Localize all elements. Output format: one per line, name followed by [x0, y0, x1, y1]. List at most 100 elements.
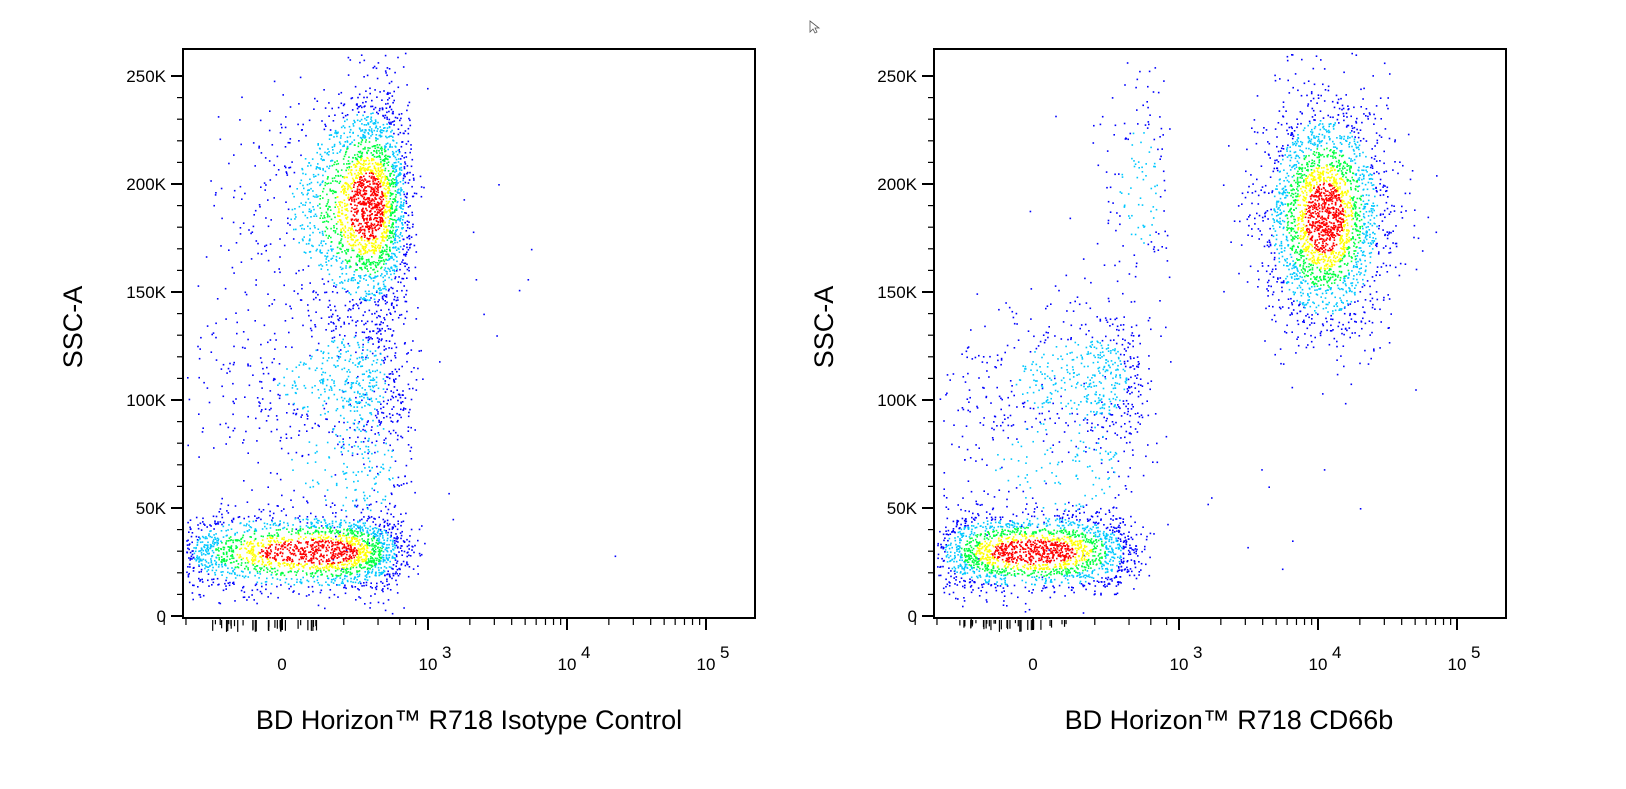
- data-point: [376, 337, 379, 339]
- data-point: [306, 500, 308, 502]
- data-point: [308, 594, 310, 596]
- data-point: [281, 126, 283, 129]
- data-point: [283, 561, 285, 564]
- data-point: [269, 541, 271, 543]
- data-point: [333, 578, 335, 580]
- data-point: [253, 533, 256, 535]
- data-point: [260, 542, 263, 544]
- data-point: [270, 583, 273, 585]
- data-point: [356, 579, 358, 581]
- data-point: [201, 541, 204, 543]
- data-point: [324, 107, 327, 109]
- data-point: [397, 281, 400, 283]
- data-point: [308, 441, 311, 443]
- data-point: [373, 150, 375, 152]
- data-point: [229, 562, 232, 564]
- data-point: [344, 205, 346, 207]
- data-point: [269, 339, 272, 341]
- data-point: [220, 560, 222, 563]
- data-point: [300, 299, 303, 301]
- data-point: [381, 208, 383, 210]
- data-point: [353, 231, 355, 234]
- data-point: [203, 381, 205, 384]
- data-point: [399, 194, 402, 196]
- data-point: [322, 536, 325, 539]
- data-point: [319, 217, 321, 219]
- data-point: [189, 557, 192, 560]
- data-point: [339, 561, 342, 563]
- data-point: [372, 370, 374, 372]
- data-point: [371, 552, 373, 555]
- data-point: [286, 393, 289, 396]
- data-point: [328, 299, 331, 302]
- data-point: [390, 179, 393, 181]
- data-point: [406, 193, 408, 196]
- data-point: [382, 283, 385, 286]
- data-point: [238, 539, 241, 542]
- data-point: [302, 407, 304, 410]
- data-point: [207, 573, 210, 575]
- data-point: [305, 201, 307, 204]
- data-point: [356, 158, 358, 160]
- data-point: [340, 509, 343, 511]
- data-point: [338, 215, 341, 217]
- data-point: [345, 587, 347, 590]
- data-point: [250, 258, 253, 260]
- data-point: [380, 266, 383, 269]
- data-point: [268, 544, 271, 546]
- data-point: [399, 168, 401, 171]
- data-point: [267, 293, 269, 295]
- data-point: [392, 139, 394, 142]
- data-point: [263, 522, 266, 525]
- data-point: [360, 155, 362, 158]
- data-point: [357, 558, 360, 561]
- data-point: [222, 571, 224, 573]
- data-point: [385, 230, 388, 232]
- data-point: [256, 588, 259, 591]
- data-point: [355, 331, 357, 334]
- data-point: [365, 527, 367, 529]
- data-point: [393, 307, 395, 309]
- data-point: [391, 335, 393, 337]
- data-point: [333, 225, 335, 227]
- data-point: [347, 147, 349, 150]
- data-point: [269, 524, 272, 526]
- data-point: [332, 313, 334, 316]
- data-point: [385, 554, 388, 556]
- data-point: [362, 261, 365, 264]
- data-point: [254, 565, 256, 568]
- data-point: [349, 131, 351, 134]
- data-point: [321, 230, 324, 233]
- data-point: [251, 559, 253, 561]
- data-point: [292, 560, 294, 562]
- data-point: [206, 387, 209, 389]
- data-point: [282, 527, 284, 530]
- data-point: [265, 583, 267, 586]
- data-point: [258, 405, 261, 407]
- data-point: [318, 533, 320, 536]
- data-point: [215, 359, 218, 361]
- data-point: [403, 550, 406, 553]
- data-point: [336, 260, 338, 262]
- data-point: [225, 588, 227, 590]
- data-point: [346, 208, 348, 210]
- data-point: [398, 167, 401, 170]
- data-point: [393, 380, 395, 382]
- data-point: [400, 537, 402, 540]
- data-point: [220, 245, 222, 247]
- data-point: [193, 547, 195, 549]
- data-point: [379, 186, 381, 188]
- data-point: [292, 238, 295, 240]
- data-point: [218, 602, 220, 604]
- data-point: [385, 262, 387, 265]
- data-point: [350, 166, 353, 168]
- data-point: [381, 216, 383, 219]
- data-point: [408, 548, 410, 550]
- data-point: [338, 567, 341, 570]
- data-point: [254, 515, 256, 517]
- data-point: [362, 343, 364, 346]
- data-point: [336, 526, 339, 528]
- data-point: [404, 300, 407, 303]
- data-point: [336, 132, 339, 134]
- data-point: [388, 288, 390, 291]
